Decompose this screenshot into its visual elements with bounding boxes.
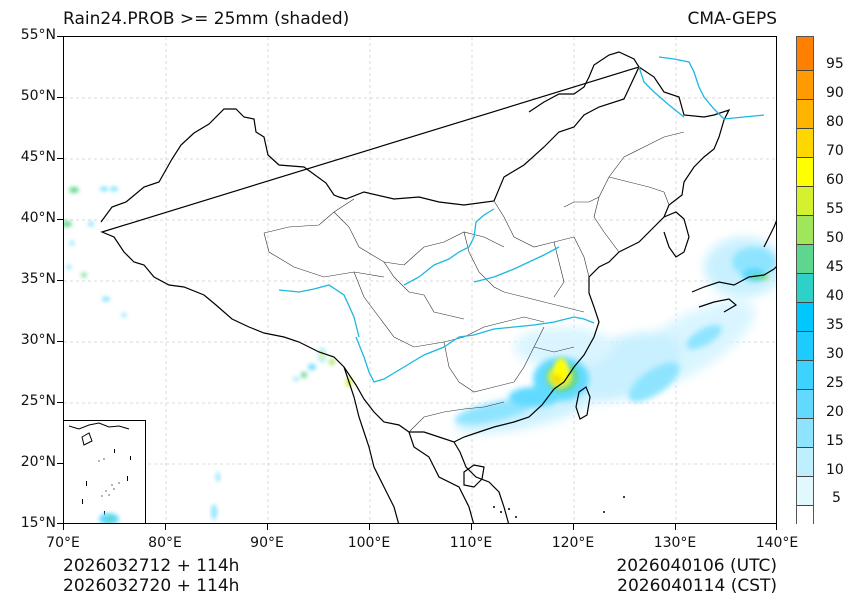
y-tick [57, 219, 63, 220]
y-tick [57, 97, 63, 98]
y-tick-label: 20°N [20, 454, 56, 470]
x-tick-label: 90°E [250, 535, 284, 551]
colorbar-bin-40-45 [797, 273, 813, 302]
init-time-cst: 2026032720 + 114h [63, 576, 240, 596]
map-plot-area [63, 36, 777, 524]
colorbar-bin-80-90 [797, 99, 813, 128]
y-tick-label: 35°N [20, 271, 56, 287]
colorbar-bin-95-100 [797, 37, 813, 70]
colorbar-bin-55-60 [797, 186, 813, 215]
colorbar-label: 10 [826, 462, 844, 478]
y-tick-label: 30°N [20, 332, 56, 348]
y-tick [57, 158, 63, 159]
init-time-utc: 2026032712 + 114h [63, 556, 240, 576]
probability-shading [64, 187, 776, 520]
y-tick [57, 402, 63, 403]
south-china-sea-inset [64, 420, 146, 523]
valid-time-cst: 2026040114 (CST) [617, 576, 777, 596]
x-tick-label: 110°E [449, 535, 493, 551]
colorbar-label: 70 [826, 143, 844, 159]
colorbar-bin-90-95 [797, 70, 813, 99]
colorbar-label: 55 [826, 201, 844, 217]
x-tick-label: 120°E [551, 535, 595, 551]
colorbar-bin-35-40 [797, 302, 813, 331]
y-tick-label: 45°N [20, 149, 56, 165]
colorbar-bin-60-70 [797, 157, 813, 186]
colorbar-label: 25 [826, 375, 844, 391]
valid-time-block: 2026040106 (UTC) 2026040114 (CST) [616, 556, 777, 596]
x-tick-label: 130°E [653, 535, 697, 551]
colorbar-label: 30 [826, 346, 844, 362]
chart-title-left: Rain24.PROB >= 25mm (shaded) [63, 9, 350, 29]
x-tick [369, 524, 370, 530]
map-canvas [64, 37, 776, 523]
y-tick-label: 40°N [20, 210, 56, 226]
colorbar-label: 50 [826, 230, 844, 246]
y-tick-label: 50°N [20, 88, 56, 104]
x-tick-label: 140°E [755, 535, 799, 551]
x-tick [63, 524, 64, 530]
province-borders [263, 131, 685, 433]
country-borders [100, 51, 776, 523]
y-tick [57, 463, 63, 464]
islands [493, 496, 625, 518]
y-tick [57, 280, 63, 281]
y-tick-label: 15°N [20, 515, 56, 531]
colorbar-label: 80 [826, 114, 844, 130]
chart-title-right: CMA-GEPS [687, 9, 777, 29]
colorbar-label: 15 [826, 433, 844, 449]
colorbar-label: 95 [826, 56, 844, 72]
colorbar-bin-15-20 [797, 418, 813, 447]
colorbar-label: 5 [832, 490, 841, 506]
colorbar-label: 20 [826, 404, 844, 420]
x-tick [267, 524, 268, 530]
x-tick-label: 70°E [46, 535, 80, 551]
colorbar-label: 60 [826, 172, 844, 188]
colorbar-bin-70-80 [797, 128, 813, 157]
y-tick [57, 341, 63, 342]
x-tick [471, 524, 472, 530]
x-tick [675, 524, 676, 530]
y-tick [57, 523, 63, 524]
colorbar-bin-10-15 [797, 447, 813, 476]
x-tick [165, 524, 166, 530]
valid-time-utc: 2026040106 (UTC) [616, 556, 777, 576]
colorbar-label: 40 [826, 288, 844, 304]
colorbar-bin-0-5 [797, 505, 813, 525]
init-time-block: 2026032712 + 114h 2026032720 + 114h [63, 556, 239, 596]
colorbar-bin-5-10 [797, 476, 813, 505]
colorbar-label: 90 [826, 85, 844, 101]
rivers [278, 56, 765, 383]
colorbar-bin-25-30 [797, 360, 813, 389]
x-tick [776, 524, 777, 530]
colorbar-bin-50-55 [797, 215, 813, 244]
colorbar-bin-45-50 [797, 244, 813, 273]
colorbar [796, 36, 814, 525]
colorbar-label: 35 [826, 317, 844, 333]
y-tick [57, 36, 63, 37]
colorbar-bin-30-35 [797, 331, 813, 360]
x-tick-label: 80°E [148, 535, 182, 551]
x-tick-label: 100°E [347, 535, 391, 551]
y-tick-label: 25°N [20, 393, 56, 409]
colorbar-bin-20-25 [797, 389, 813, 418]
x-tick [573, 524, 574, 530]
y-tick-label: 55°N [20, 27, 56, 43]
colorbar-label: 45 [826, 259, 844, 275]
